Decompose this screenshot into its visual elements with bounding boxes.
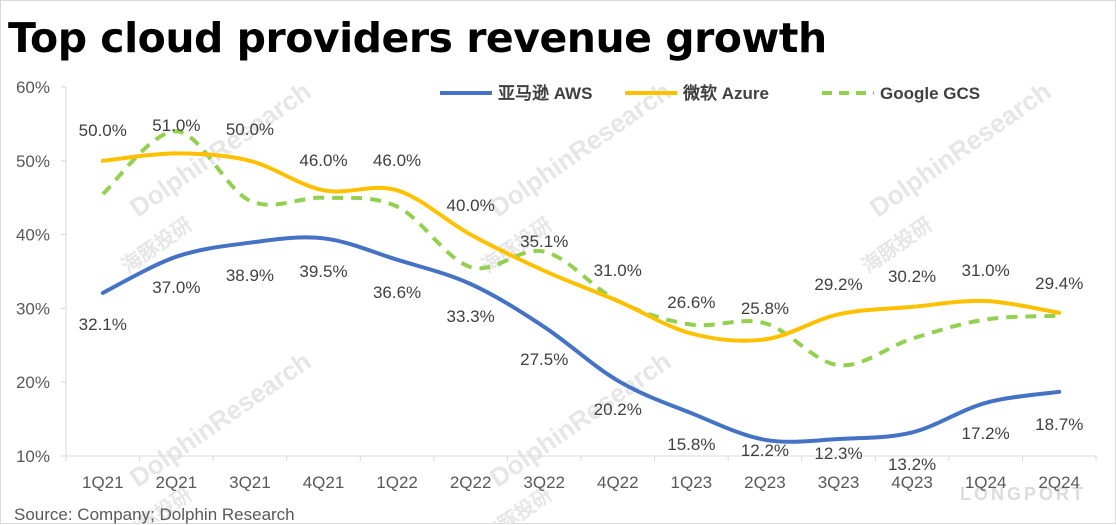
watermark-corner: LONGPORT [960,484,1086,504]
data-label-aws: 32.1% [79,315,127,334]
data-label-aws: 39.5% [299,262,347,281]
legend: 亚马逊 AWS 微软 Azure Google GCS [440,83,980,103]
data-label-azure: 26.6% [667,293,715,312]
x-tick-label: 2Q23 [744,473,786,492]
series-line-0 [100,235,1062,444]
data-label-aws: 13.2% [888,455,936,474]
x-tick-label: 2Q22 [450,473,492,492]
x-tick-label: 2Q21 [156,473,198,492]
data-label-aws: 18.7% [1035,415,1083,434]
x-tick-label: 1Q23 [671,473,713,492]
data-label-azure: 31.0% [962,261,1010,280]
series-layer [100,129,1062,444]
y-tick-label: 50% [16,152,50,171]
y-tick-label: 40% [16,226,50,245]
x-tick-label: 4Q21 [303,473,345,492]
data-label-aws: 15.8% [667,435,715,454]
data-label-azure: 30.2% [888,267,936,286]
x-tick-label: 1Q21 [82,473,124,492]
y-tick-label: 20% [16,373,50,392]
watermark-en-3: DolphinResearch [124,346,316,493]
data-label-aws: 36.6% [373,283,421,302]
data-label-azure: 35.1% [520,232,568,251]
x-tick-label: 1Q24 [965,473,1007,492]
y-tick-label: 60% [16,78,50,97]
y-tick-label: 30% [16,299,50,318]
chart-axes: 10% 20% 30% 40% 50% 60% 1Q21 2Q21 3Q21 4Q21 1Q22 2Q… [16,78,1097,492]
source-note: Source: Company; Dolphin Research [14,505,295,524]
data-label-aws: 38.9% [226,266,274,285]
data-label-azure: 31.0% [594,261,642,280]
x-tick-label: 3Q22 [523,473,565,492]
data-label-azure: 46.0% [373,151,421,170]
x-tick-label: 3Q23 [818,473,860,492]
legend-label-2: Google GCS [880,84,980,103]
series-line-1 [100,151,1062,343]
data-label-aws: 27.5% [520,350,568,369]
watermark-cn-0: 海豚投研 [117,212,196,278]
watermark-en-4: DolphinResearch [484,346,676,493]
watermark-en-0: DolphinResearch [124,76,316,223]
x-tick-label: 4Q23 [891,473,933,492]
chart-title: Top cloud providers revenue growth [8,14,827,62]
data-label-aws: 33.3% [447,307,495,326]
x-tick-label: 4Q22 [597,473,639,492]
data-label-azure: 46.0% [299,151,347,170]
watermark-layer: DolphinResearch海豚投研DolphinResearch海豚投研Do… [117,76,1086,524]
data-label-azure: 50.0% [79,121,127,140]
data-label-azure: 29.4% [1035,274,1083,293]
data-label-azure: 51.0% [152,116,200,135]
data-label-aws: 20.2% [594,400,642,419]
data-label-aws: 17.2% [962,424,1010,443]
data-label-aws: 37.0% [152,278,200,297]
legend-label-0: 亚马逊 AWS [498,84,592,103]
data-label-aws: 12.3% [814,444,862,463]
x-tick-label: 1Q22 [376,473,418,492]
x-tick-label: 3Q21 [229,473,271,492]
data-labels: 32.1% 37.0% 38.9% 39.5% 36.6% 33.3% 27.5% 20.2%… [79,116,1084,474]
data-label-azure: 25.8% [741,299,789,318]
data-label-aws: 12.2% [741,441,789,460]
data-label-azure: 29.2% [814,275,862,294]
data-label-azure: 40.0% [447,196,495,215]
y-tick-label: 10% [16,447,50,466]
legend-label-1: 微软 Azure [682,83,769,103]
x-tick-label: 2Q24 [1038,473,1080,492]
data-label-azure: 50.0% [226,120,274,139]
